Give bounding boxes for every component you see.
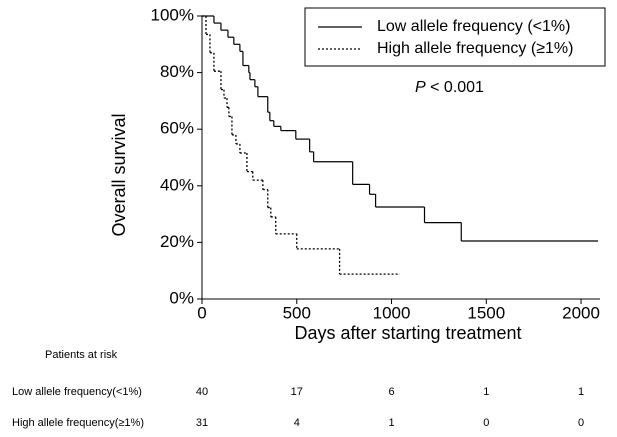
risk-count: 6 [388,386,394,398]
legend-box [304,7,606,67]
x-tick-label: 500 [283,303,311,322]
risk-row-label: Low allele frequency(<1%) [12,386,142,398]
y-tick-label: 20% [160,232,194,251]
p-text: < 0.001 [430,79,484,96]
x-tick-label: 0 [197,303,206,322]
y-tick-label: 100% [151,5,194,24]
risk-count: 4 [294,417,300,429]
y-tick-label: 0% [169,288,194,307]
x-tick-label: 1000 [373,303,411,322]
risk-count: 1 [483,386,489,398]
legend-label: High allele frequency (≥1%) [377,40,573,57]
risk-count: 0 [483,417,489,429]
x-tick-label: 1500 [467,303,505,322]
y-tick-label: 80% [160,62,194,81]
risk-count: 40 [196,386,208,398]
p-value: P < 0.001 [415,79,484,96]
risk-count: 1 [578,386,584,398]
x-axis-title: Days after starting treatment [294,323,521,343]
risk-count: 0 [578,417,584,429]
y-tick-label: 60% [160,119,194,138]
legend-label: Low allele frequency (<1%) [377,18,570,35]
risk-count: 1 [388,417,394,429]
risk-title: Patients at risk [45,349,118,361]
x-tick-label: 2000 [562,303,600,322]
risk-count: 31 [196,417,208,429]
risk-count: 17 [291,386,303,398]
risk-row-label: High allele frequency(≥1%) [12,417,144,429]
p-symbol: P [415,79,426,96]
y-axis-title: Overall survival [109,113,129,236]
y-tick-label: 40% [160,175,194,194]
